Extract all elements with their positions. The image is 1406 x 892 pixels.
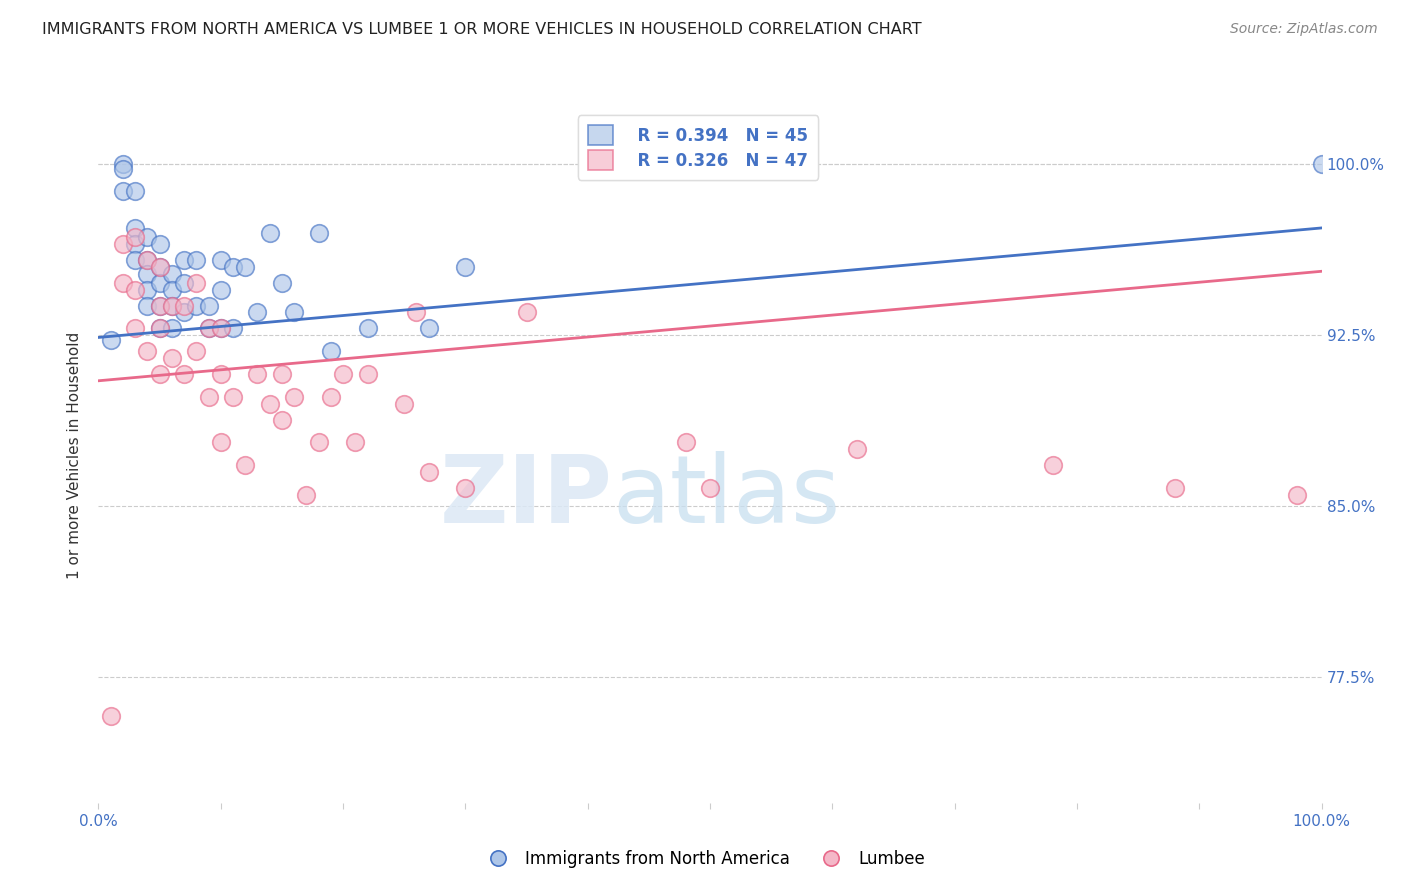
Point <box>149 260 172 274</box>
Point <box>149 276 172 290</box>
Point <box>270 412 294 426</box>
Point <box>124 185 146 199</box>
Point <box>149 236 172 251</box>
Point <box>160 283 183 297</box>
Point <box>100 333 122 347</box>
Point <box>100 709 122 723</box>
Point <box>270 367 294 381</box>
Point <box>454 260 477 274</box>
Point <box>270 276 294 290</box>
Point <box>197 298 219 312</box>
Point <box>295 488 318 502</box>
Point <box>392 396 416 410</box>
Point <box>233 458 256 473</box>
Point <box>246 305 269 319</box>
Point <box>160 298 183 312</box>
Point <box>111 185 134 199</box>
Point <box>209 367 232 381</box>
Point <box>344 435 367 450</box>
Point <box>515 305 537 319</box>
Point <box>124 283 146 297</box>
Point <box>149 321 172 335</box>
Point <box>136 283 159 297</box>
Point <box>136 252 159 267</box>
Point <box>136 267 159 281</box>
Point <box>173 367 195 381</box>
Point <box>1286 488 1309 502</box>
Point <box>209 435 232 450</box>
Point <box>111 276 134 290</box>
Point <box>186 276 208 290</box>
Point <box>149 321 172 335</box>
Point <box>197 321 219 335</box>
Point <box>149 298 172 312</box>
Point <box>186 298 208 312</box>
Point <box>332 367 354 381</box>
Point <box>197 321 219 335</box>
Point <box>149 367 172 381</box>
Point <box>319 390 342 404</box>
Point <box>454 481 477 495</box>
Point <box>209 321 232 335</box>
Point <box>149 298 172 312</box>
Point <box>675 435 697 450</box>
Point <box>1042 458 1064 473</box>
Point <box>209 252 232 267</box>
Point <box>699 481 721 495</box>
Text: ZIP: ZIP <box>439 450 612 542</box>
Point <box>405 305 427 319</box>
Point <box>124 236 146 251</box>
Legend: Immigrants from North America, Lumbee: Immigrants from North America, Lumbee <box>475 844 931 875</box>
Point <box>149 260 172 274</box>
Text: atlas: atlas <box>612 450 841 542</box>
Point <box>136 230 159 244</box>
Point <box>209 321 232 335</box>
Point <box>111 157 134 171</box>
Point <box>259 396 281 410</box>
Point <box>1310 157 1333 171</box>
Point <box>173 298 195 312</box>
Point <box>222 321 245 335</box>
Point <box>124 230 146 244</box>
Point <box>160 267 183 281</box>
Point <box>136 344 159 359</box>
Point <box>209 283 232 297</box>
Point <box>356 321 378 335</box>
Point <box>283 390 305 404</box>
Point <box>283 305 305 319</box>
Point <box>246 367 269 381</box>
Point <box>197 390 219 404</box>
Point <box>173 252 195 267</box>
Point <box>160 298 183 312</box>
Text: Source: ZipAtlas.com: Source: ZipAtlas.com <box>1230 22 1378 37</box>
Point <box>308 435 330 450</box>
Point <box>124 321 146 335</box>
Point <box>233 260 256 274</box>
Point <box>418 321 440 335</box>
Point <box>111 161 134 176</box>
Point <box>160 351 183 365</box>
Point <box>173 276 195 290</box>
Text: IMMIGRANTS FROM NORTH AMERICA VS LUMBEE 1 OR MORE VEHICLES IN HOUSEHOLD CORRELAT: IMMIGRANTS FROM NORTH AMERICA VS LUMBEE … <box>42 22 922 37</box>
Point <box>186 344 208 359</box>
Y-axis label: 1 or more Vehicles in Household: 1 or more Vehicles in Household <box>67 331 83 579</box>
Point <box>259 226 281 240</box>
Legend:   R = 0.394   N = 45,   R = 0.326   N = 47: R = 0.394 N = 45, R = 0.326 N = 47 <box>578 115 818 179</box>
Point <box>173 305 195 319</box>
Point <box>222 260 245 274</box>
Point <box>160 321 183 335</box>
Point <box>418 465 440 479</box>
Point <box>222 390 245 404</box>
Point <box>356 367 378 381</box>
Point <box>319 344 342 359</box>
Point <box>845 442 868 457</box>
Point <box>186 252 208 267</box>
Point <box>124 221 146 235</box>
Point <box>124 252 146 267</box>
Point <box>308 226 330 240</box>
Point <box>1164 481 1187 495</box>
Point <box>136 298 159 312</box>
Point <box>111 236 134 251</box>
Point <box>136 252 159 267</box>
